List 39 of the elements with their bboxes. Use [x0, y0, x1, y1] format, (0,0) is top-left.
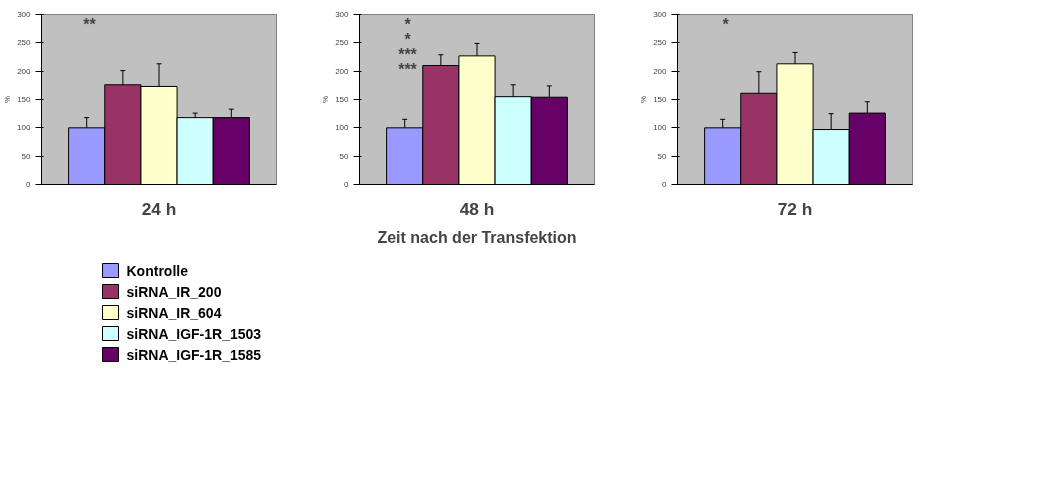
y-tick-label: 100: [17, 123, 32, 133]
y-tick-label: 0: [662, 180, 668, 189]
x-axis-title: 48 h: [459, 198, 495, 219]
y-axis-title: %: [321, 95, 331, 104]
annotation: ***: [398, 61, 418, 78]
y-axis-title: %: [639, 95, 649, 104]
text: Zeit nach der Transfektion: [377, 228, 577, 246]
y-tick-label: 250: [653, 38, 668, 48]
y-tick-label: 100: [335, 123, 350, 133]
annotation: *: [722, 16, 730, 33]
x-axis-title: 72 h: [777, 198, 813, 219]
y-tick-label: 50: [339, 151, 350, 161]
y-tick-label: 50: [657, 151, 668, 161]
annotation: *: [404, 16, 412, 33]
y-axis-title: %: [3, 95, 13, 104]
annotation: ***: [398, 46, 418, 63]
y-tick-label: 300: [17, 10, 32, 19]
y-tick-label: 100: [653, 123, 668, 133]
y-tick-label: 150: [335, 95, 350, 104]
y-tick-label: 50: [21, 151, 32, 161]
y-tick-label: 200: [335, 66, 350, 76]
annotation: *: [404, 31, 412, 48]
y-tick-label: 150: [17, 95, 32, 104]
annotation: **: [83, 16, 97, 33]
x-axis-title: 24 h: [141, 198, 177, 219]
legend-label: siRNA_IR_200: [126, 283, 222, 300]
legend-label: siRNA_IR_604: [126, 304, 222, 321]
legend-label: siRNA_IGF-1R_1585: [126, 346, 262, 363]
y-tick-label: 0: [344, 180, 350, 189]
y-tick-label: 200: [653, 66, 668, 76]
y-tick-label: 250: [335, 38, 350, 48]
y-tick-label: 150: [653, 95, 668, 104]
y-tick-label: 300: [653, 10, 668, 19]
legend-label: Kontrolle: [126, 262, 189, 279]
y-tick-label: 250: [17, 38, 32, 48]
y-tick-label: 200: [17, 66, 32, 76]
y-tick-label: 300: [335, 10, 350, 19]
legend-label: siRNA_IGF-1R_1503: [126, 325, 262, 342]
y-tick-label: 0: [26, 180, 32, 189]
